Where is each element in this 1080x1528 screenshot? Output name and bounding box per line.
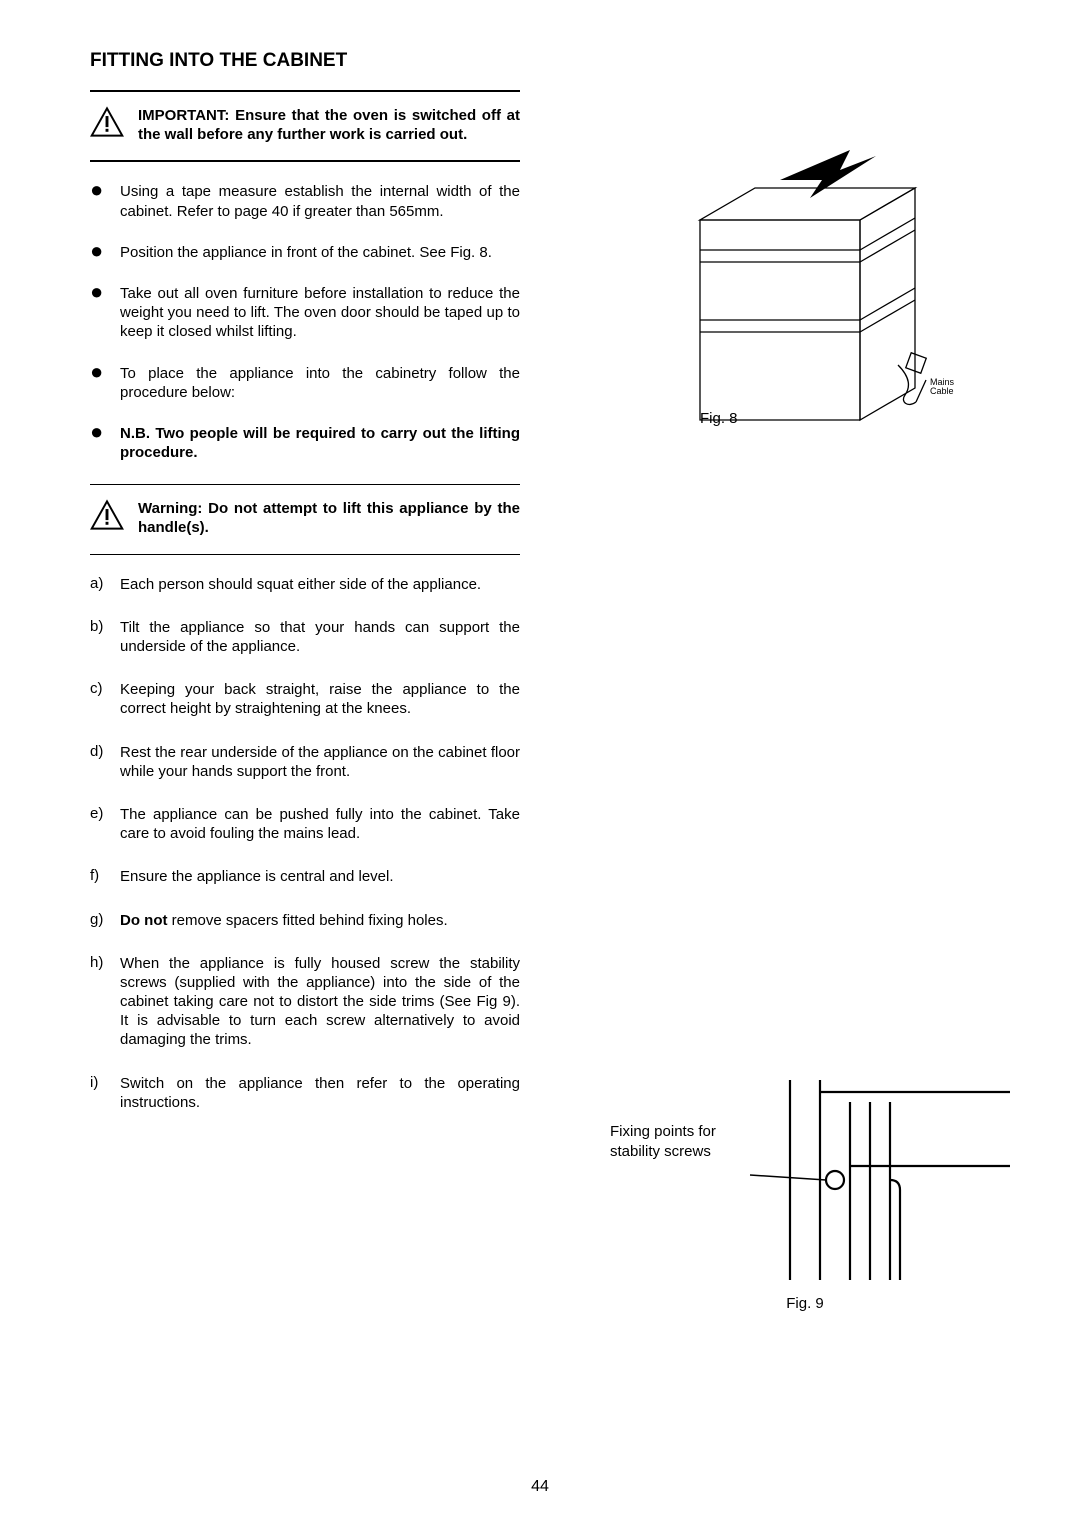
list-text: When the appliance is fully housed screw… — [120, 954, 520, 1050]
list-text: Switch on the appliance then refer to th… — [120, 1074, 520, 1112]
figure-9: Fixing points for stability screws Fig. … — [590, 1080, 1020, 1295]
list-text: Tilt the appliance so that your hands ca… — [120, 618, 520, 656]
list-letter: d) — [90, 743, 120, 781]
do-not-bold: Do not — [120, 912, 167, 929]
bullet-text-bold: N.B. Two people will be required to carr… — [120, 424, 520, 462]
bullet-dot: ● — [90, 243, 120, 262]
list-item: b)Tilt the appliance so that your hands … — [90, 618, 520, 656]
list-item: f)Ensure the appliance is central and le… — [90, 867, 520, 886]
list-letter: c) — [90, 680, 120, 718]
list-item: a)Each person should squat either side o… — [90, 575, 520, 594]
list-letter: a) — [90, 575, 120, 594]
important-block: IMPORTANT: Ensure that the oven is switc… — [90, 92, 520, 160]
bullet-item: ●Using a tape measure establish the inte… — [90, 182, 520, 220]
bullet-item: ●To place the appliance into the cabinet… — [90, 364, 520, 402]
two-column-layout: IMPORTANT: Ensure that the oven is switc… — [90, 90, 990, 1136]
figure-9-label: Fixing points for stability screws — [610, 1122, 716, 1161]
list-item-g: g) Do not remove spacers fitted behind f… — [90, 911, 520, 930]
bullet-dot: ● — [90, 424, 120, 462]
list-text: Each person should squat either side of … — [120, 575, 481, 594]
bullet-item: ●Position the appliance in front of the … — [90, 243, 520, 262]
rule-under-warning — [90, 554, 520, 555]
bullet-text: Take out all oven furniture before insta… — [120, 284, 520, 342]
list-text: Rest the rear underside of the appliance… — [120, 743, 520, 781]
mains-cable-label: Mains Cable — [930, 378, 954, 397]
page: FITTING INTO THE CABINET IMPORTANT: Ensu… — [0, 0, 1080, 1528]
list-item: c)Keeping your back straight, raise the … — [90, 680, 520, 718]
list-letter: b) — [90, 618, 120, 656]
bullet-text: Using a tape measure establish the inter… — [120, 182, 520, 220]
list-letter: i) — [90, 1074, 120, 1112]
warning-block: Warning: Do not attempt to lift this app… — [90, 485, 520, 553]
section-heading: FITTING INTO THE CABINET — [90, 50, 990, 72]
left-column: IMPORTANT: Ensure that the oven is switc… — [90, 90, 520, 1136]
item-g-rest: remove spacers fitted behind fixing hole… — [167, 912, 447, 929]
bullet-list: ●Using a tape measure establish the inte… — [90, 182, 520, 462]
bullet-dot: ● — [90, 284, 120, 342]
list-letter: e) — [90, 805, 120, 843]
list-item: e)The appliance can be pushed fully into… — [90, 805, 520, 843]
list-item: i)Switch on the appliance then refer to … — [90, 1074, 520, 1112]
page-number: 44 — [0, 1478, 1080, 1496]
bullet-item: ●Take out all oven furniture before inst… — [90, 284, 520, 342]
lettered-list: a)Each person should squat either side o… — [90, 575, 520, 1112]
warning-text: Warning: Do not attempt to lift this app… — [138, 499, 520, 537]
list-item: h)When the appliance is fully housed scr… — [90, 954, 520, 1050]
warning-triangle-icon — [90, 106, 124, 138]
bullet-text: Position the appliance in front of the c… — [120, 243, 492, 262]
rule-under-important — [90, 160, 520, 162]
figure-8: Fig. 8 Mains Cable — [640, 150, 970, 455]
list-item: d)Rest the rear underside of the applian… — [90, 743, 520, 781]
list-letter: f) — [90, 867, 120, 886]
bullet-dot: ● — [90, 182, 120, 220]
figure-8-caption: Fig. 8 — [700, 410, 738, 427]
right-column: Fig. 8 Mains Cable — [600, 90, 990, 1136]
bullet-item-bold: ●N.B. Two people will be required to car… — [90, 424, 520, 462]
important-text: IMPORTANT: Ensure that the oven is switc… — [138, 106, 520, 144]
bullet-dot: ● — [90, 364, 120, 402]
warning-triangle-icon — [90, 499, 124, 531]
bullet-text: To place the appliance into the cabinetr… — [120, 364, 520, 402]
list-letter: h) — [90, 954, 120, 1050]
list-text: Ensure the appliance is central and leve… — [120, 867, 394, 886]
list-letter: g) — [90, 911, 120, 930]
list-text: Keeping your back straight, raise the ap… — [120, 680, 520, 718]
list-text: The appliance can be pushed fully into t… — [120, 805, 520, 843]
list-text: Do not remove spacers fitted behind fixi… — [120, 911, 448, 930]
fixing-points-diagram-icon — [590, 1080, 1020, 1290]
figure-9-caption: Fig. 9 — [590, 1295, 1020, 1312]
cabinet-diagram-icon — [640, 150, 970, 450]
